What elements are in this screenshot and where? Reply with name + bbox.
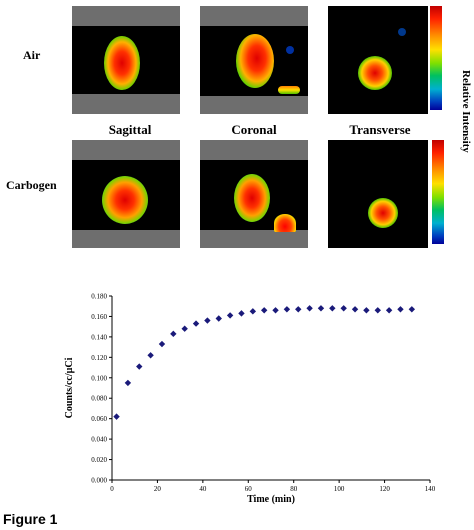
y-axis-label: Counts/cc/µCi bbox=[64, 357, 75, 418]
figure-caption: Figure 1 bbox=[3, 511, 58, 527]
y-tick-label: 0.120 bbox=[91, 354, 107, 362]
x-tick-label: 40 bbox=[199, 485, 207, 493]
data-point bbox=[113, 413, 120, 420]
data-point bbox=[295, 306, 302, 313]
data-point bbox=[238, 310, 245, 317]
data-point bbox=[385, 307, 393, 314]
data-point bbox=[215, 315, 222, 322]
view-label-coronal: Coronal bbox=[231, 122, 277, 137]
x-tick-label: 120 bbox=[379, 485, 390, 493]
data-point bbox=[260, 307, 268, 314]
data-point bbox=[317, 305, 325, 312]
x-tick-label: 0 bbox=[110, 485, 114, 493]
air-transverse-image bbox=[328, 6, 428, 114]
y-tick-label: 0.000 bbox=[91, 477, 107, 485]
data-point bbox=[249, 308, 257, 315]
data-point bbox=[272, 307, 279, 314]
data-point bbox=[340, 305, 347, 312]
colorbar-label: Relative Intensity bbox=[460, 70, 472, 153]
x-tick-label: 20 bbox=[154, 485, 162, 493]
timecourse-chart: 0.000 0.020 0.040 0.060 0.080 0.100 0.120 0.140… bbox=[64, 293, 436, 506]
air-coronal-image bbox=[200, 6, 308, 114]
x-tick-label: 60 bbox=[245, 485, 253, 493]
y-tick-label: 0.100 bbox=[91, 374, 107, 382]
data-point bbox=[374, 307, 381, 314]
y-tick-label: 0.020 bbox=[91, 456, 107, 464]
data-point bbox=[204, 317, 211, 324]
x-tick-label: 100 bbox=[334, 485, 345, 493]
data-point bbox=[226, 312, 234, 319]
carbogen-colorbar bbox=[432, 140, 444, 244]
data-point bbox=[283, 306, 291, 313]
data-point bbox=[192, 320, 200, 327]
data-point bbox=[181, 325, 188, 332]
y-tick-label: 0.180 bbox=[91, 293, 107, 301]
data-point bbox=[158, 340, 166, 348]
data-point bbox=[408, 306, 416, 313]
x-axis-label: Time (min) bbox=[247, 494, 295, 505]
x-tick-label: 80 bbox=[290, 485, 298, 493]
data-point bbox=[363, 307, 370, 314]
carbogen-coronal-image bbox=[200, 140, 308, 248]
air-sagittal-image bbox=[72, 6, 180, 114]
y-tick-label: 0.160 bbox=[91, 313, 107, 321]
y-tick-label: 0.060 bbox=[91, 415, 107, 423]
data-point bbox=[147, 352, 154, 359]
data-point bbox=[306, 305, 313, 312]
data-point bbox=[329, 305, 336, 312]
data-point bbox=[170, 330, 177, 338]
view-label-transverse: Transverse bbox=[349, 122, 411, 137]
view-label-sagittal: Sagittal bbox=[108, 122, 152, 137]
data-point bbox=[397, 306, 404, 313]
y-tick-label: 0.080 bbox=[91, 395, 107, 403]
data-point bbox=[351, 306, 359, 313]
carbogen-sagittal-image bbox=[72, 140, 180, 248]
air-colorbar bbox=[430, 6, 442, 110]
row-label-carbogen: Carbogen bbox=[6, 178, 57, 192]
row-label-air: Air bbox=[23, 48, 41, 62]
data-point bbox=[136, 363, 143, 370]
data-point bbox=[124, 379, 132, 387]
y-tick-label: 0.040 bbox=[91, 436, 107, 444]
carbogen-transverse-image bbox=[328, 140, 428, 248]
x-tick-label: 140 bbox=[425, 485, 436, 493]
y-tick-label: 0.140 bbox=[91, 333, 107, 341]
